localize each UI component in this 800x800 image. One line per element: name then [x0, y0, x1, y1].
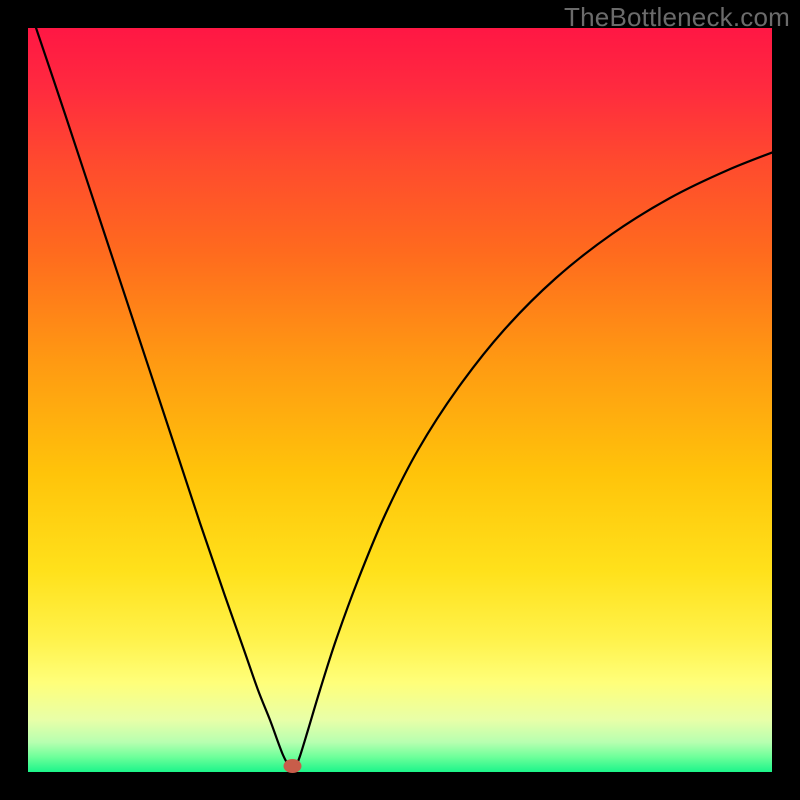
bottleneck-chart — [0, 0, 800, 800]
minimum-marker — [284, 759, 302, 773]
watermark-text: TheBottleneck.com — [564, 2, 790, 33]
chart-background — [28, 28, 772, 772]
chart-container: TheBottleneck.com — [0, 0, 800, 800]
